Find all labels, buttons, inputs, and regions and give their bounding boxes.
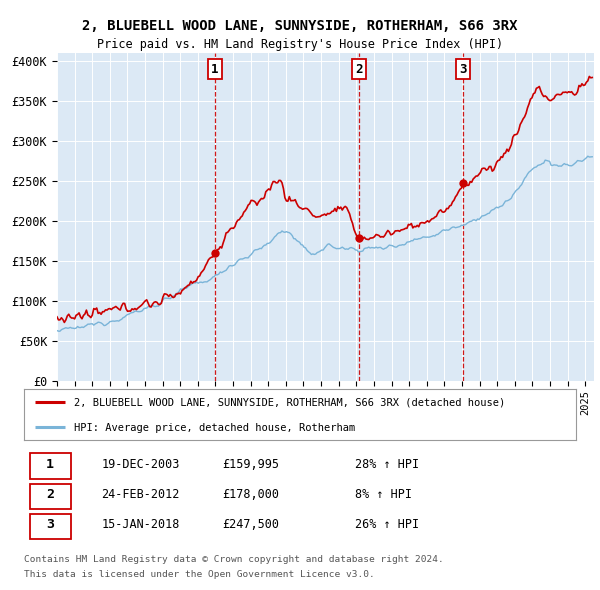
Text: £178,000: £178,000 (223, 488, 280, 501)
FancyBboxPatch shape (29, 514, 71, 539)
Text: 3: 3 (46, 518, 54, 531)
Text: 24-FEB-2012: 24-FEB-2012 (101, 488, 179, 501)
Text: 26% ↑ HPI: 26% ↑ HPI (355, 518, 419, 531)
Text: 2: 2 (355, 63, 363, 76)
Text: 1: 1 (46, 458, 54, 471)
Text: £247,500: £247,500 (223, 518, 280, 531)
Text: 2, BLUEBELL WOOD LANE, SUNNYSIDE, ROTHERHAM, S66 3RX: 2, BLUEBELL WOOD LANE, SUNNYSIDE, ROTHER… (82, 19, 518, 33)
Text: 2, BLUEBELL WOOD LANE, SUNNYSIDE, ROTHERHAM, S66 3RX (detached house): 2, BLUEBELL WOOD LANE, SUNNYSIDE, ROTHER… (74, 398, 505, 408)
Text: 2: 2 (46, 488, 54, 501)
Text: This data is licensed under the Open Government Licence v3.0.: This data is licensed under the Open Gov… (24, 570, 375, 579)
Text: 8% ↑ HPI: 8% ↑ HPI (355, 488, 412, 501)
Text: Price paid vs. HM Land Registry's House Price Index (HPI): Price paid vs. HM Land Registry's House … (97, 38, 503, 51)
Text: 28% ↑ HPI: 28% ↑ HPI (355, 458, 419, 471)
Text: 3: 3 (459, 63, 466, 76)
Text: £159,995: £159,995 (223, 458, 280, 471)
Text: 19-DEC-2003: 19-DEC-2003 (101, 458, 179, 471)
Text: 1: 1 (211, 63, 218, 76)
FancyBboxPatch shape (29, 454, 71, 478)
Text: HPI: Average price, detached house, Rotherham: HPI: Average price, detached house, Roth… (74, 423, 355, 433)
Text: Contains HM Land Registry data © Crown copyright and database right 2024.: Contains HM Land Registry data © Crown c… (24, 555, 444, 563)
Text: 15-JAN-2018: 15-JAN-2018 (101, 518, 179, 531)
FancyBboxPatch shape (29, 484, 71, 509)
